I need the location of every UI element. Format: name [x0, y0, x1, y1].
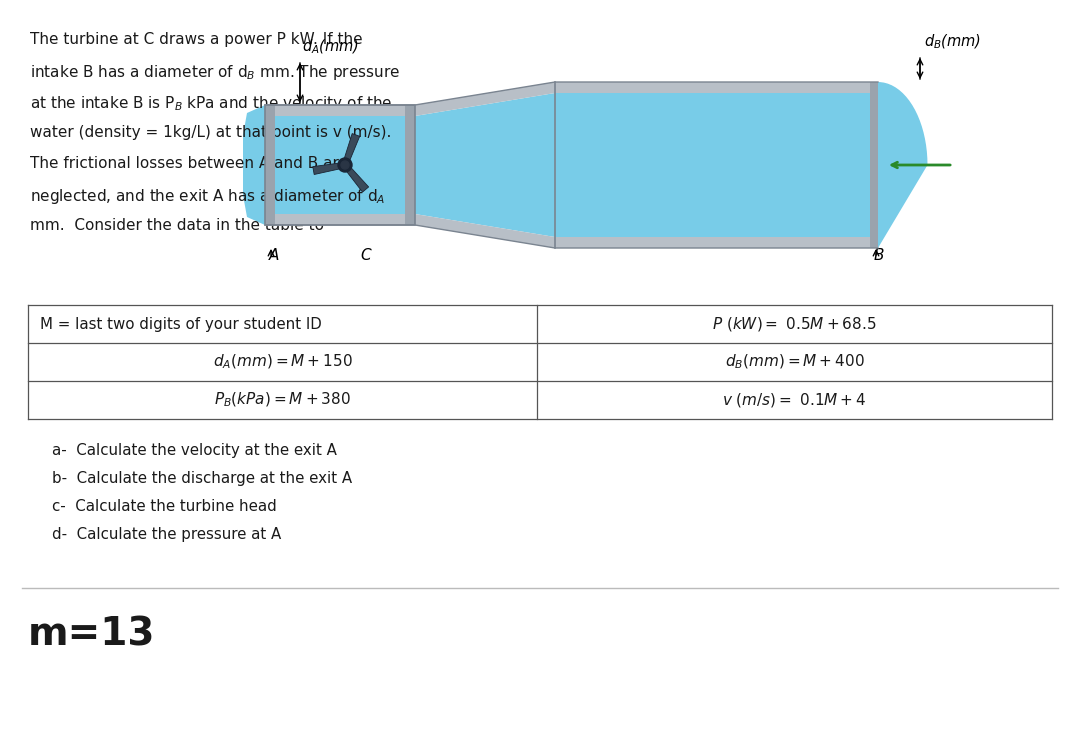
- Text: $d_B(mm) = M + 400$: $d_B(mm) = M + 400$: [725, 353, 864, 371]
- Text: A: A: [269, 248, 280, 263]
- Polygon shape: [265, 105, 415, 225]
- Polygon shape: [243, 105, 265, 225]
- Polygon shape: [415, 82, 555, 116]
- Polygon shape: [415, 93, 555, 237]
- Text: The frictional losses between A and B are: The frictional losses between A and B ar…: [30, 156, 348, 171]
- Text: M = last two digits of your student ID: M = last two digits of your student ID: [40, 317, 322, 332]
- Circle shape: [338, 158, 352, 172]
- Polygon shape: [345, 133, 360, 161]
- Text: intake B has a diameter of d$_B$ mm. The pressure: intake B has a diameter of d$_B$ mm. The…: [30, 63, 400, 82]
- Polygon shape: [555, 82, 870, 93]
- Text: $d_B$(mm): $d_B$(mm): [924, 33, 981, 51]
- Text: water (density = 1kg/L) at that point is v (m/s).: water (density = 1kg/L) at that point is…: [30, 125, 391, 140]
- Polygon shape: [415, 214, 555, 248]
- Text: $P\ (kW) =\ 0.5M + 68.5$: $P\ (kW) =\ 0.5M + 68.5$: [713, 315, 877, 333]
- Text: a-  Calculate the velocity at the exit A: a- Calculate the velocity at the exit A: [52, 443, 337, 458]
- Polygon shape: [313, 163, 340, 174]
- Text: The turbine at C draws a power P kW. If the: The turbine at C draws a power P kW. If …: [30, 32, 363, 47]
- Polygon shape: [265, 105, 415, 116]
- Text: $d_A$(mm): $d_A$(mm): [302, 37, 360, 56]
- Text: $P_B(kPa) = M + 380$: $P_B(kPa) = M + 380$: [214, 391, 351, 409]
- Polygon shape: [265, 214, 415, 225]
- Polygon shape: [405, 105, 415, 225]
- Text: neglected, and the exit A has a diameter of d$_A$: neglected, and the exit A has a diameter…: [30, 187, 386, 206]
- Text: at the intake B is P$_B$ kPa and the velocity of the: at the intake B is P$_B$ kPa and the vel…: [30, 94, 392, 113]
- Text: mm.  Consider the data in the table to: mm. Consider the data in the table to: [30, 218, 324, 233]
- Text: C: C: [360, 248, 370, 263]
- Polygon shape: [555, 237, 870, 248]
- Polygon shape: [555, 93, 870, 237]
- Polygon shape: [265, 105, 275, 225]
- Text: c-  Calculate the turbine head: c- Calculate the turbine head: [52, 499, 276, 514]
- Text: $v\ (m/s) =\ 0.1M + 4$: $v\ (m/s) =\ 0.1M + 4$: [723, 391, 866, 409]
- Text: b-  Calculate the discharge at the exit A: b- Calculate the discharge at the exit A: [52, 471, 352, 486]
- Polygon shape: [870, 82, 878, 248]
- Text: d-  Calculate the pressure at A: d- Calculate the pressure at A: [52, 527, 281, 542]
- Text: B: B: [874, 248, 885, 263]
- Text: $d_A(mm) = M + 150$: $d_A(mm) = M + 150$: [213, 353, 352, 371]
- Polygon shape: [828, 82, 928, 248]
- Polygon shape: [347, 167, 368, 192]
- Circle shape: [341, 161, 349, 169]
- Text: m=13: m=13: [28, 615, 156, 653]
